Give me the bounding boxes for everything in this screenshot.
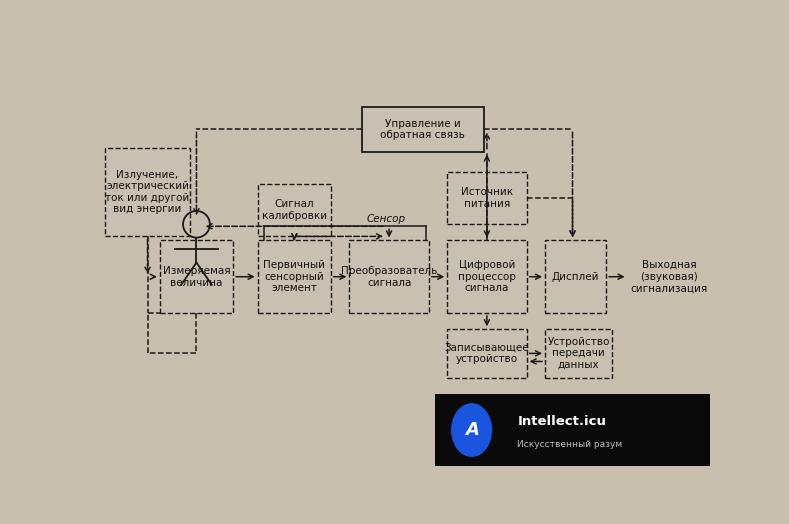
Text: Устройство
передачи
данных: Устройство передачи данных	[548, 337, 610, 370]
FancyBboxPatch shape	[105, 148, 190, 236]
Text: Преобразователь
сигнала: Преобразователь сигнала	[341, 266, 437, 288]
Text: Первичный
сенсорный
элемент: Первичный сенсорный элемент	[264, 260, 325, 293]
FancyBboxPatch shape	[447, 172, 527, 224]
Text: Дисплей: Дисплей	[552, 272, 600, 282]
FancyBboxPatch shape	[258, 241, 331, 313]
FancyBboxPatch shape	[361, 107, 484, 151]
Text: Источник
питания: Источник питания	[461, 187, 513, 209]
Text: Выходная
(звуковая)
сигнализация: Выходная (звуковая) сигнализация	[630, 260, 708, 293]
Text: Искусственный разум: Искусственный разум	[518, 440, 623, 449]
Text: Управление и
обратная связь: Управление и обратная связь	[380, 118, 466, 140]
FancyBboxPatch shape	[545, 329, 612, 378]
FancyBboxPatch shape	[350, 241, 429, 313]
Text: Цифровой
процессор
сигнала: Цифровой процессор сигнала	[458, 260, 516, 293]
Text: Записывающее
устройство: Записывающее устройство	[444, 343, 529, 364]
Text: A: A	[465, 421, 479, 439]
FancyBboxPatch shape	[447, 329, 527, 378]
Ellipse shape	[452, 404, 492, 456]
FancyBboxPatch shape	[545, 241, 606, 313]
FancyBboxPatch shape	[435, 394, 710, 466]
FancyBboxPatch shape	[447, 241, 527, 313]
Text: Сигнал
калибровки: Сигнал калибровки	[262, 199, 327, 221]
Text: Измеряемая
величина: Измеряемая величина	[163, 266, 230, 288]
FancyBboxPatch shape	[258, 184, 331, 236]
Text: Сенсор: Сенсор	[366, 214, 406, 224]
FancyBboxPatch shape	[159, 241, 234, 313]
Text: Intellect.icu: Intellect.icu	[518, 415, 607, 428]
Text: Излучение,
электрический
ток или другой
вид энергии: Излучение, электрический ток или другой …	[106, 170, 189, 214]
